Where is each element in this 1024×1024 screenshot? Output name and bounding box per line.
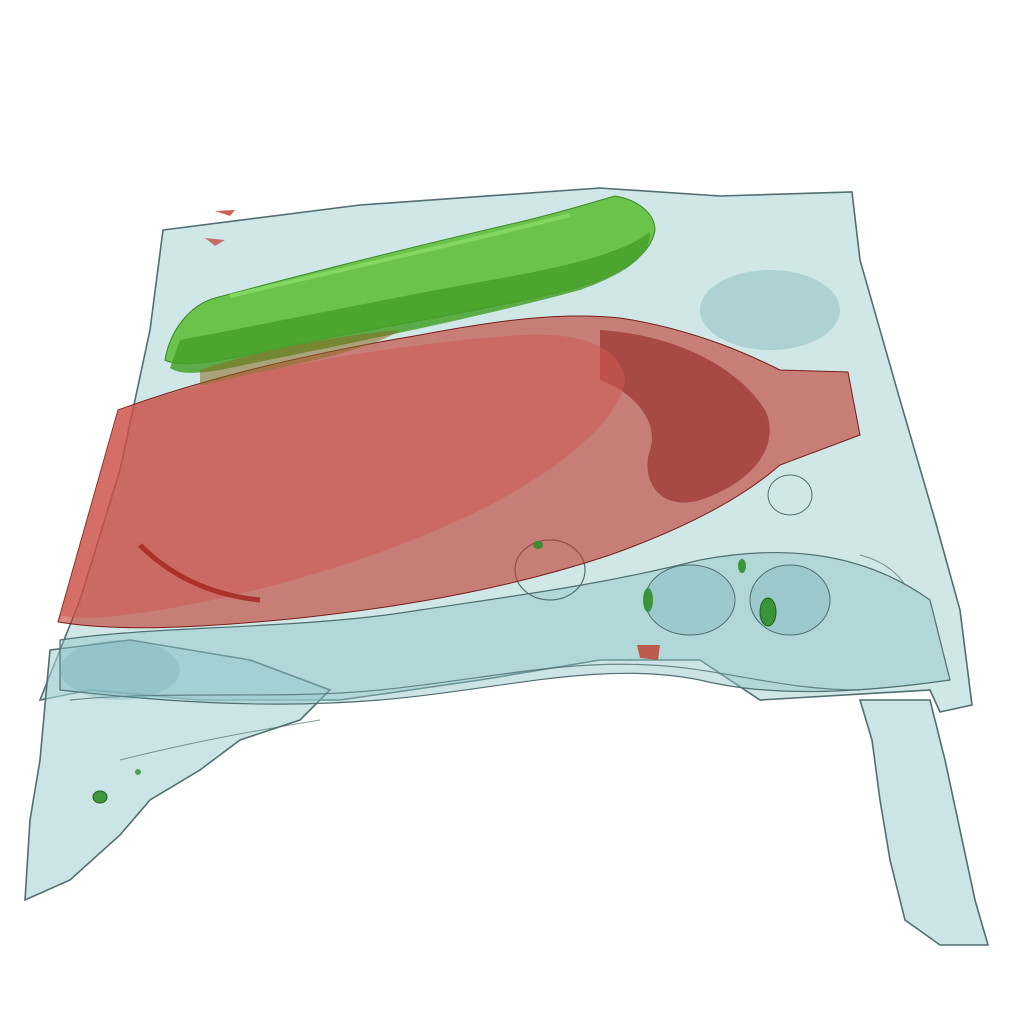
inclusion-3 bbox=[738, 559, 746, 573]
tissue-pocket-6 bbox=[767, 474, 813, 516]
tissue-pocket-1 bbox=[700, 270, 840, 350]
tumor-speck-1 bbox=[215, 210, 235, 216]
tumor-speck-3 bbox=[637, 645, 660, 660]
inclusion-2 bbox=[643, 588, 653, 612]
inclusion-1 bbox=[759, 597, 777, 627]
tissue-left-flap bbox=[24, 639, 332, 902]
tumor-front-face bbox=[60, 334, 625, 618]
inclusion-6 bbox=[135, 769, 141, 775]
tissue-right-leg bbox=[858, 699, 990, 946]
tissue-contour-1 bbox=[69, 663, 861, 701]
tumor-core bbox=[600, 330, 770, 503]
tissue-lower-ridge bbox=[59, 551, 951, 705]
tissue-pocket-4 bbox=[749, 564, 831, 636]
tumor-lower-edge bbox=[138, 543, 261, 603]
inclusion-4 bbox=[92, 790, 108, 804]
inclusion-5 bbox=[533, 541, 543, 549]
tissue-pocket-5 bbox=[60, 640, 180, 700]
tissue-pocket-2 bbox=[644, 564, 736, 636]
muscle-highlight bbox=[229, 213, 571, 298]
tumor-mass bbox=[57, 210, 861, 660]
muscle-bundle bbox=[164, 195, 656, 385]
muscle-underside bbox=[170, 232, 650, 373]
tumor-speck-2 bbox=[205, 238, 225, 246]
tissue-contour-2 bbox=[119, 719, 321, 761]
tissue-contour-3 bbox=[859, 554, 906, 586]
small-inclusions bbox=[92, 541, 777, 804]
muscle-overlap-band bbox=[200, 330, 400, 385]
